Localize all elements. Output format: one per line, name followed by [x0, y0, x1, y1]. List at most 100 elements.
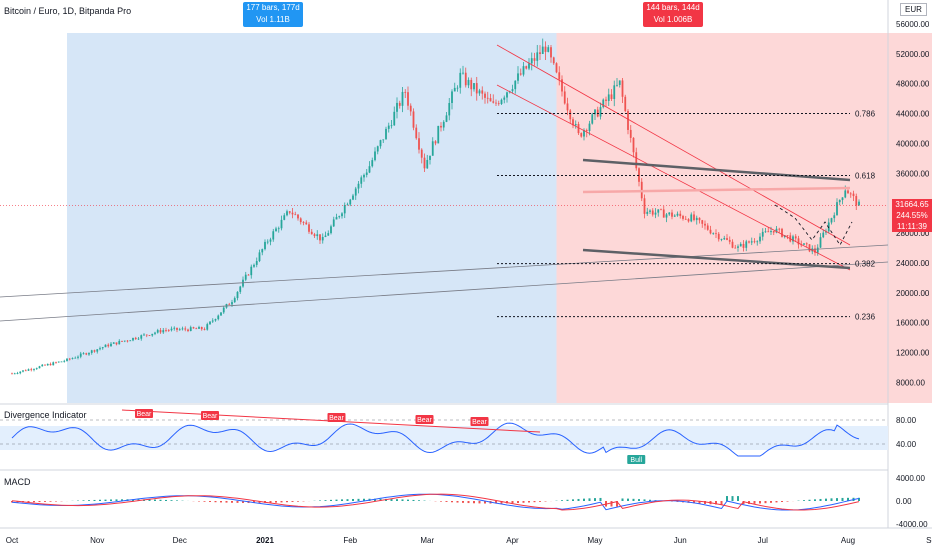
- candle: [409, 105, 412, 112]
- trendline-long-lower: [0, 261, 889, 322]
- candle: [739, 243, 742, 247]
- candle: [27, 369, 30, 371]
- candle: [195, 328, 198, 330]
- macd-histogram-bar: [154, 499, 156, 501]
- candle: [561, 79, 563, 92]
- zone-right: [556, 33, 932, 403]
- candle: [343, 205, 346, 214]
- macd-histogram-bar: [297, 501, 299, 502]
- macd-histogram-bar: [786, 501, 789, 502]
- macd-histogram-bar: [720, 501, 723, 505]
- rsi-band: [0, 426, 888, 450]
- candle: [55, 362, 57, 364]
- macd-histogram-bar: [49, 501, 52, 502]
- candle: [319, 234, 321, 241]
- macd-histogram-bar: [539, 501, 541, 502]
- price-tick: 12000.00: [896, 349, 930, 358]
- candle: [396, 102, 398, 112]
- candle: [473, 83, 475, 90]
- price-tick: 56000.00: [896, 20, 930, 29]
- last-time: 11:11:39: [897, 222, 927, 231]
- candle: [233, 298, 236, 303]
- candle: [277, 228, 280, 230]
- macd-histogram-bar: [159, 499, 162, 501]
- macd-histogram-bar: [814, 499, 816, 501]
- candle: [217, 315, 220, 320]
- candle: [299, 218, 302, 223]
- macd-histogram-bar: [731, 496, 734, 501]
- price-tick: 48000.00: [896, 80, 930, 89]
- candle: [456, 87, 459, 89]
- macd-histogram-bar: [830, 498, 833, 501]
- macd-histogram-bar: [253, 501, 255, 504]
- candle: [651, 210, 654, 215]
- price-tick: 20000.00: [896, 289, 930, 298]
- macd-histogram-bar: [649, 499, 651, 501]
- candle: [385, 128, 387, 140]
- candle: [93, 350, 96, 352]
- macd-histogram-bar: [467, 501, 470, 504]
- candle: [602, 99, 605, 108]
- time-tick: Jun: [674, 536, 687, 545]
- time-tick: Sep: [926, 536, 932, 545]
- candle: [407, 92, 409, 106]
- divergence-badge: [201, 411, 219, 420]
- candle: [431, 141, 434, 156]
- macd-histogram-bar: [484, 501, 486, 504]
- candle: [530, 58, 533, 64]
- candle: [665, 214, 668, 218]
- rsi-line: [11, 422, 860, 457]
- candle: [16, 373, 19, 374]
- candle: [772, 231, 775, 233]
- macd-histogram-bar: [104, 499, 107, 501]
- macd-histogram-bar: [374, 498, 376, 501]
- time-tick: Mar: [420, 536, 434, 545]
- candle: [275, 228, 277, 232]
- fib-label: 0.786: [855, 110, 876, 119]
- divergence-badge: [470, 417, 489, 426]
- candle: [371, 160, 374, 167]
- candle: [159, 330, 162, 333]
- candle: [442, 121, 445, 128]
- candle: [627, 111, 629, 130]
- candle: [330, 226, 332, 234]
- macd-histogram-bar: [82, 500, 85, 501]
- candle: [613, 85, 616, 100]
- candle: [693, 214, 695, 221]
- candle: [382, 139, 385, 141]
- macd-histogram-bar: [742, 501, 745, 505]
- candle: [387, 125, 390, 129]
- candle: [778, 228, 781, 230]
- currency-badge[interactable]: EUR: [900, 3, 927, 16]
- candle: [110, 343, 112, 347]
- range-right-bars: 144 bars, 144d: [646, 3, 700, 12]
- candle: [497, 103, 500, 105]
- candle: [706, 225, 709, 230]
- wedge-bottom: [582, 248, 851, 270]
- macd-histogram-bar: [770, 501, 772, 503]
- divergence-badge-label: Bear: [329, 415, 344, 422]
- candle: [478, 90, 481, 94]
- candle: [165, 330, 167, 331]
- macd-histogram-bar: [841, 497, 844, 501]
- candle: [313, 234, 316, 237]
- candle: [305, 222, 308, 225]
- candle: [338, 216, 341, 218]
- trendline-long-upper: [0, 244, 889, 298]
- candle: [748, 241, 750, 243]
- macd-histogram-bar: [335, 499, 338, 501]
- candle: [591, 114, 594, 124]
- candle: [228, 304, 231, 305]
- candle: [555, 63, 558, 73]
- divergence-badge-label: Bear: [417, 417, 432, 424]
- candle: [775, 228, 778, 233]
- candle: [451, 91, 453, 104]
- macd-histogram-bar: [110, 499, 112, 501]
- candle: [297, 214, 299, 219]
- candle: [134, 337, 137, 340]
- candle: [657, 209, 660, 213]
- candle: [825, 231, 827, 233]
- time-tick: Apr: [506, 536, 519, 545]
- macd-histogram-bar: [324, 500, 327, 501]
